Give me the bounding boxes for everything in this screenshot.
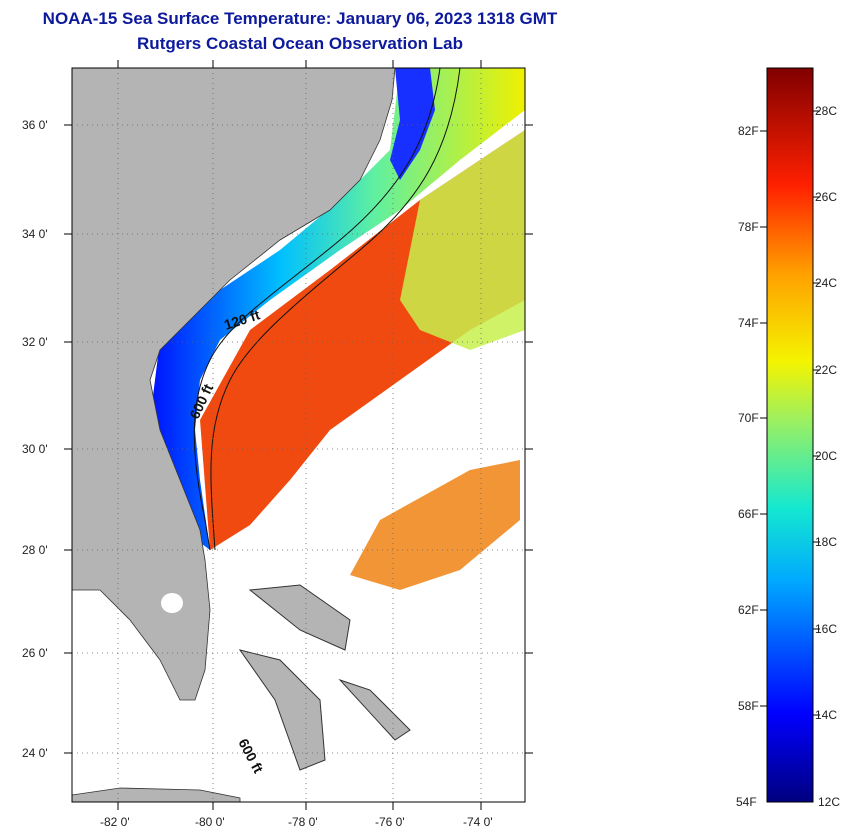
cb-f-66: 66F: [738, 507, 759, 521]
cb-c-26: 26C: [815, 190, 837, 204]
cb-c-12: 12C: [818, 795, 840, 809]
colorbar: [766, 67, 814, 803]
cb-c-22: 22C: [815, 363, 837, 377]
southern-warm-patch: [350, 460, 520, 590]
cb-f-54: 54F: [736, 795, 757, 809]
lon-label-74: -74 0': [463, 815, 493, 829]
contour-600ft: [210, 68, 461, 551]
lat-label-26: 26 0': [22, 646, 48, 660]
lon-label-78: -78 0': [288, 815, 318, 829]
lat-label-28: 28 0': [22, 543, 48, 557]
map-title: NOAA-15 Sea Surface Temperature: January…: [42, 9, 558, 28]
lon-label-76: -76 0': [375, 815, 405, 829]
contour-120ft: [193, 68, 441, 551]
lake-okeechobee: [161, 593, 183, 613]
pamlico-sound: [390, 68, 435, 180]
cb-c-24: 24C: [815, 276, 837, 290]
map-border: [71, 67, 526, 803]
land-cuba: [72, 787, 241, 802]
cb-f-78: 78F: [738, 220, 759, 234]
lon-label-82: -82 0': [100, 815, 130, 829]
lat-label-36: 36 0': [22, 118, 48, 132]
lat-label-32: 32 0': [22, 335, 48, 349]
lat-label-34: 34 0': [22, 227, 48, 241]
cb-c-16: 16C: [815, 622, 837, 636]
lon-label-80: -80 0': [195, 815, 225, 829]
lat-label-24: 24 0': [22, 746, 48, 760]
lat-label-30: 30 0': [22, 442, 48, 456]
cb-c-20: 20C: [815, 449, 837, 463]
graticule: [72, 68, 525, 802]
offshore-cool-water: [400, 130, 525, 350]
cb-f-82: 82F: [738, 124, 759, 138]
colorbar-ticks: [760, 110, 820, 716]
cb-c-18: 18C: [815, 535, 837, 549]
cb-f-74: 74F: [738, 316, 759, 330]
cb-f-62: 62F: [738, 603, 759, 617]
cb-c-14: 14C: [815, 708, 837, 722]
cb-f-58: 58F: [738, 699, 759, 713]
bahamas-islands: [238, 584, 411, 771]
axis-ticks: [64, 60, 533, 810]
land-southeast-us: [72, 68, 396, 701]
cb-f-70: 70F: [738, 411, 759, 425]
map-subtitle: Rutgers Coastal Ocean Observation Lab: [137, 34, 463, 53]
cb-c-28: 28C: [815, 104, 837, 118]
